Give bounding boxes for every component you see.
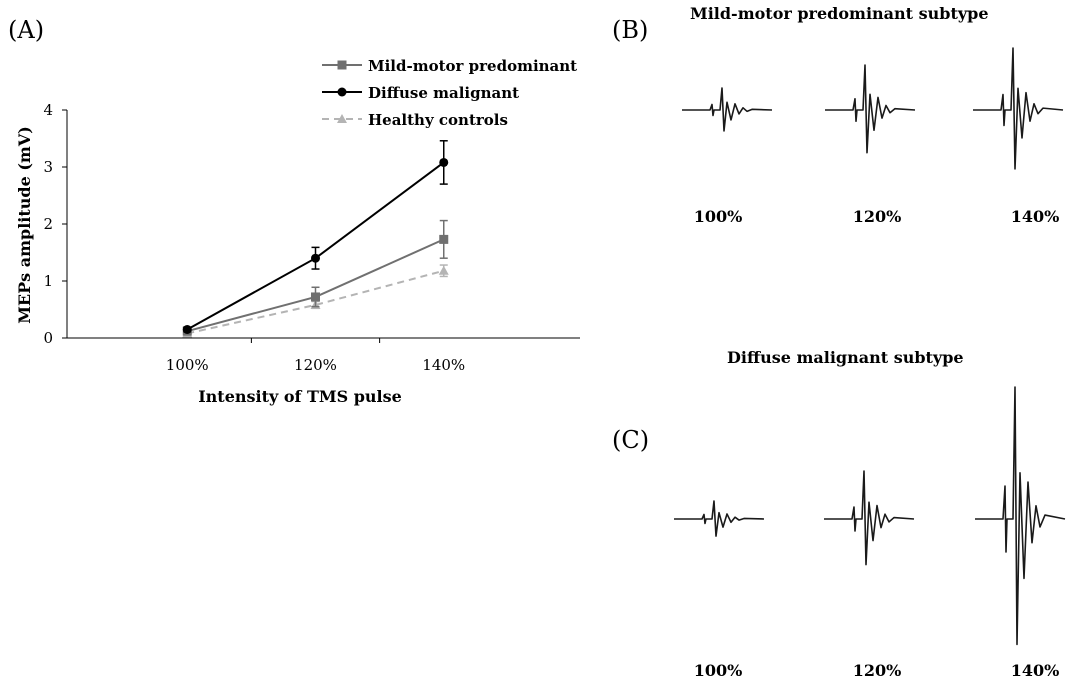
y-tick-labels: 0 1 2 3 4 bbox=[43, 101, 53, 347]
series-group bbox=[182, 140, 449, 334]
y-axis-label: MEPs amplitude (mV) bbox=[15, 126, 34, 324]
panel-c-title: Diffuse malignant subtype bbox=[727, 348, 964, 367]
data-point bbox=[438, 265, 449, 275]
x-tick-label: 140% bbox=[422, 356, 465, 374]
mep-trace-c-140 bbox=[975, 386, 1066, 646]
panel-c-label-100: 100% bbox=[694, 661, 743, 680]
panel-a-label: (A) bbox=[8, 16, 44, 44]
x-axis-label: Intensity of TMS pulse bbox=[198, 387, 402, 406]
panel-c-label-140: 140% bbox=[1011, 661, 1060, 680]
panel-b-traces bbox=[682, 47, 1064, 170]
panel-b-label: (B) bbox=[612, 16, 648, 44]
line-chart: 0 1 2 3 4 100% 120% 140% MEPs amplitude (mV) I… bbox=[15, 57, 580, 406]
data-point bbox=[439, 157, 449, 167]
x-tick-label: 100% bbox=[166, 356, 209, 374]
mep-trace-b-100 bbox=[682, 87, 773, 132]
data-point bbox=[182, 324, 192, 334]
mep-trace-b-140 bbox=[973, 47, 1064, 170]
panel-c-traces bbox=[674, 386, 1066, 646]
data-point bbox=[311, 292, 320, 302]
chart-series bbox=[182, 140, 449, 338]
y-tick-label: 1 bbox=[43, 272, 53, 290]
data-point bbox=[439, 234, 449, 244]
panel-b-label-140: 140% bbox=[1011, 207, 1060, 226]
series-group bbox=[182, 219, 449, 336]
legend-label: Mild-motor predominant bbox=[368, 57, 577, 75]
mep-trace-b-120 bbox=[825, 64, 916, 154]
panel-b-title: Mild-motor predominant subtype bbox=[690, 4, 989, 23]
panel-c-label: (C) bbox=[612, 426, 649, 454]
panel-c-label-120: 120% bbox=[853, 661, 902, 680]
x-tick-label: 120% bbox=[294, 356, 337, 374]
mep-trace-c-100 bbox=[674, 500, 765, 537]
legend-label: Diffuse malignant bbox=[368, 84, 519, 102]
chart-legend: Mild-motor predominant Diffuse malignant H… bbox=[322, 57, 577, 129]
panel-b-label-120: 120% bbox=[853, 207, 902, 226]
series-line bbox=[187, 269, 445, 335]
data-point bbox=[311, 253, 320, 263]
panel-b-label-100: 100% bbox=[694, 207, 743, 226]
legend-marker bbox=[337, 87, 347, 97]
legend-marker bbox=[337, 60, 347, 70]
x-tick-labels: 100% 120% 140% bbox=[166, 356, 465, 374]
y-tick-label: 2 bbox=[43, 215, 53, 233]
y-tick-label: 0 bbox=[43, 329, 53, 347]
chart-axes bbox=[62, 109, 580, 343]
legend-label: Healthy controls bbox=[368, 111, 508, 129]
y-tick-label: 3 bbox=[43, 158, 53, 176]
mep-trace-c-120 bbox=[824, 470, 915, 566]
legend-marker bbox=[337, 114, 347, 123]
y-tick-label: 4 bbox=[43, 101, 53, 119]
